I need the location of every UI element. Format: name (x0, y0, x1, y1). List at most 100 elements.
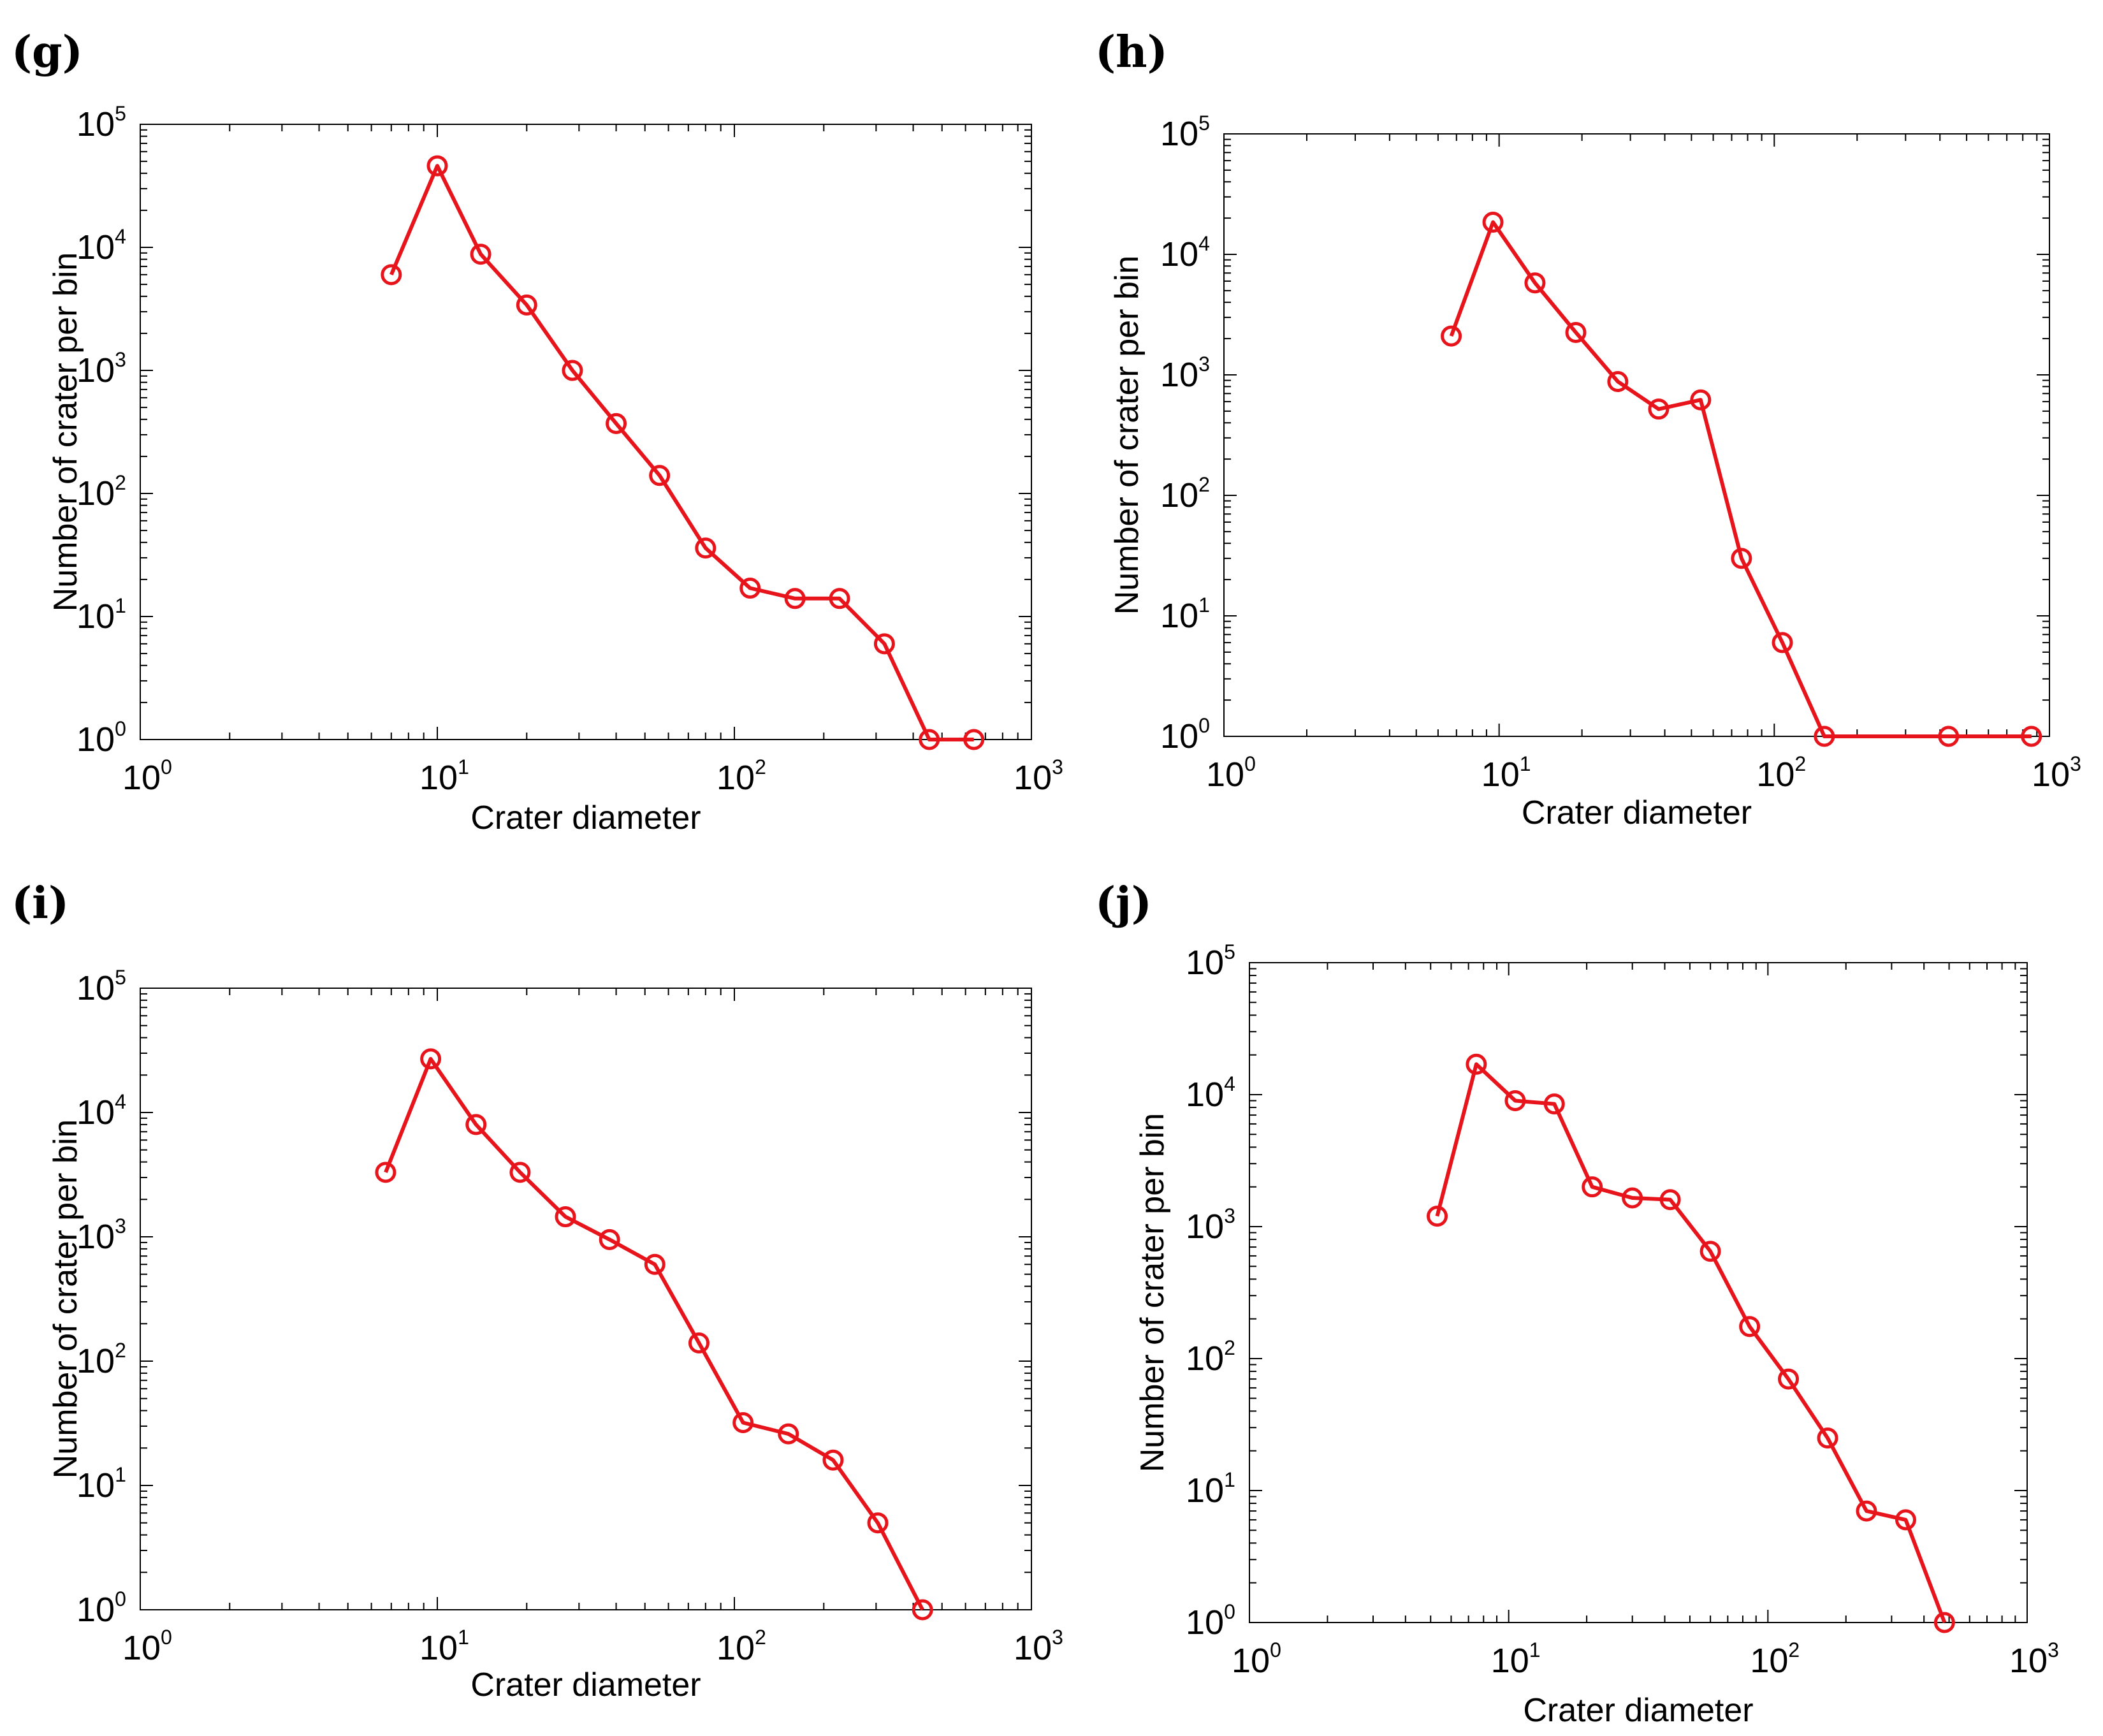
data-point-marker (1938, 726, 1960, 747)
chart-panel-1: (g) 100 101 102 103 100 101 102 103 104 105 Crater … (11, 27, 1063, 836)
data-point-marker (1504, 1090, 1526, 1111)
y-tick-label: 103 (76, 1214, 126, 1256)
series-line (384, 1056, 924, 1611)
plot-frame (1249, 962, 2028, 1623)
y-tick-label: 101 (76, 594, 126, 636)
data-point-marker (1648, 398, 1670, 420)
data-point-marker (1817, 1427, 1838, 1449)
y-axis-title: Number of crater per bin (47, 1120, 84, 1479)
plot-frame (140, 988, 1032, 1610)
y-tick-label: 104 (1186, 1072, 1235, 1114)
data-point-marker (688, 1332, 709, 1354)
x-tick-label: 103 (2009, 1638, 2059, 1680)
data-point-marker (1731, 548, 1752, 569)
data-point-marker (1814, 726, 1835, 747)
axis-ticks (1223, 133, 2050, 737)
x-tick-label: 103 (2032, 752, 2081, 794)
y-tick-label: 100 (1160, 714, 1210, 755)
panel-label: (h) (1095, 27, 1168, 78)
data-point-marker (1895, 1509, 1916, 1531)
data-point-marker (1607, 370, 1629, 392)
y-tick-label: 100 (76, 717, 126, 759)
y-tick-label: 105 (1160, 112, 1210, 153)
panel-label: (i) (11, 878, 69, 929)
data-point-marker (649, 465, 671, 486)
x-tick-label: 100 (1206, 752, 1256, 794)
y-axis-title: Number of crater per bin (1109, 256, 1146, 615)
panel-label: (j) (1095, 878, 1152, 929)
x-tick-label: 101 (419, 755, 469, 797)
data-point-marker (465, 1114, 487, 1135)
y-tick-label: 102 (76, 1339, 126, 1380)
data-point-marker (1622, 1187, 1643, 1209)
y-tick-label: 103 (76, 348, 126, 390)
y-tick-label: 101 (76, 1463, 126, 1505)
axis-ticks (140, 124, 1032, 740)
y-tick-label: 103 (1186, 1204, 1235, 1246)
y-tick-label: 105 (76, 966, 126, 1007)
series-line (1449, 220, 2032, 738)
x-tick-label: 101 (1481, 752, 1531, 794)
data-point-marker (873, 633, 895, 655)
data-point-marker (919, 729, 940, 750)
plot-frame (140, 124, 1032, 740)
x-tick-label: 100 (122, 1626, 172, 1667)
y-axis-title: Number of crater per bin (1134, 1113, 1171, 1473)
data-point-marker (1482, 212, 1504, 233)
y-tick-label: 105 (1186, 940, 1235, 982)
data-point-marker (1778, 1368, 1800, 1390)
series-line (1435, 1062, 1947, 1624)
axis-ticks (1249, 962, 2028, 1623)
data-point-marker (732, 1411, 754, 1433)
series-line (389, 164, 974, 741)
data-point-marker (1524, 272, 1546, 294)
data-point-marker (1772, 632, 1793, 653)
x-tick-label: 103 (1014, 1626, 1063, 1667)
data-point-marker (784, 588, 806, 609)
x-tick-label: 102 (717, 755, 766, 797)
y-tick-label: 104 (76, 1090, 126, 1132)
data-point-marker (778, 1423, 799, 1445)
chart-panel-4: (j) 100 101 102 103 100 101 102 103 104 105 Crater … (1095, 878, 2059, 1729)
y-tick-label: 104 (76, 225, 126, 266)
data-point-marker (1856, 1500, 1877, 1522)
chart-panel-2: (h) 100 101 102 103 100 101 102 103 104 105 Crater … (1095, 27, 2081, 831)
y-tick-label: 101 (1186, 1468, 1235, 1510)
x-tick-label: 100 (1232, 1638, 1281, 1680)
x-tick-label: 100 (122, 755, 172, 797)
data-point-marker (381, 264, 402, 286)
data-point-marker (1565, 321, 1587, 343)
x-tick-label: 102 (1756, 752, 1806, 794)
y-tick-label: 101 (1160, 594, 1210, 635)
data-point-marker (599, 1229, 620, 1250)
data-point-marker (1739, 1316, 1761, 1338)
x-tick-label: 102 (1750, 1638, 1800, 1680)
data-point-marker (1441, 325, 1462, 347)
y-tick-label: 100 (1186, 1600, 1235, 1642)
data-point-marker (739, 578, 761, 599)
data-point-marker (516, 294, 537, 316)
data-point-marker (822, 1449, 844, 1471)
data-point-marker (1659, 1189, 1681, 1211)
data-point-marker (867, 1512, 889, 1534)
y-tick-label: 100 (76, 1587, 126, 1629)
data-point-marker (555, 1206, 576, 1228)
data-point-marker (562, 360, 583, 381)
x-axis-title: Crater diameter (1522, 794, 1752, 831)
y-tick-label: 103 (1160, 353, 1210, 394)
data-point-marker (912, 1599, 933, 1621)
data-point-marker (1582, 1176, 1603, 1198)
data-point-marker (470, 244, 491, 265)
y-axis-title: Number of crater per bin (47, 252, 84, 612)
data-point-marker (420, 1048, 442, 1070)
data-point-marker (1690, 389, 1712, 411)
x-axis-title: Crater diameter (470, 1667, 701, 1703)
data-point-marker (426, 155, 448, 177)
x-axis-title: Crater diameter (1523, 1692, 1753, 1729)
y-tick-label: 102 (1186, 1336, 1235, 1378)
data-point-marker (1699, 1241, 1721, 1262)
x-tick-label: 101 (419, 1626, 469, 1667)
data-point-marker (2021, 726, 2042, 747)
x-tick-label: 102 (717, 1626, 766, 1667)
